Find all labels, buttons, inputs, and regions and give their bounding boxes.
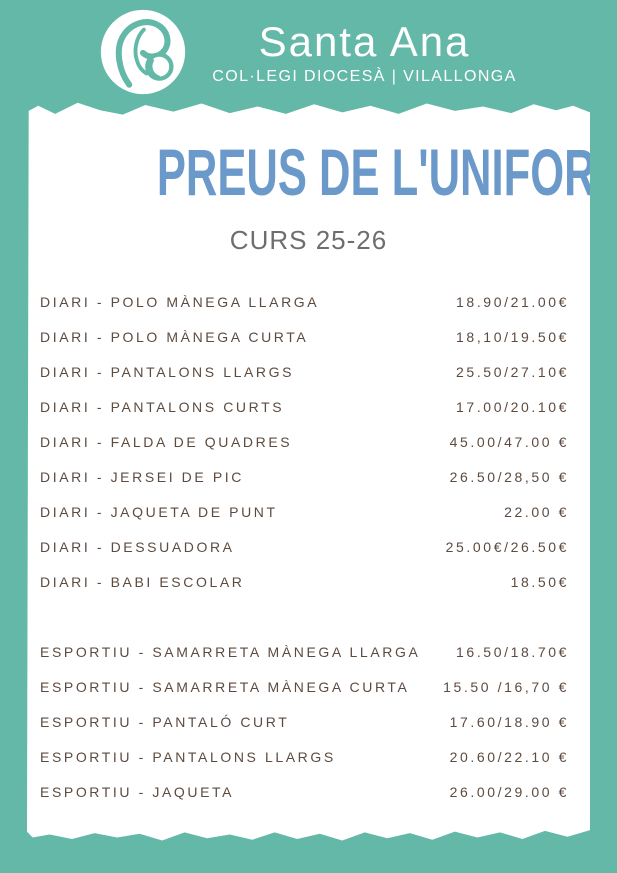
item-price: 20.60/22.10 € [449,748,569,765]
item-price: 18.50€ [510,573,569,590]
school-header: Santa Ana COL·LEGI DIOCESÀ | VILALLONGA [0,0,617,100]
item-label: ESPORTIU - JAQUETA [40,783,235,800]
page-title: PREUS DE L'UNIFORME [27,139,590,205]
price-row: ESPORTIU - PANTALÓ CURT 17.60/18.90 € [40,704,569,739]
item-price: 45.00/47.00 € [449,433,569,450]
item-label: DIARI - POLO MÀNEGA LLARGA [40,293,320,310]
item-price: 18,10/19.50€ [456,328,569,345]
item-label: DIARI - BABI ESCOLAR [40,573,245,590]
item-price: 18.90/21.00€ [456,293,569,310]
price-row: ESPORTIU - SAMARRETA MÀNEGA LLARGA 16.50… [40,634,569,669]
school-header-text: Santa Ana COL·LEGI DIOCESÀ | VILALLONGA [212,17,517,86]
item-price: 22.00 € [504,503,569,520]
item-price: 15.50 /16,70 € [443,678,569,695]
page-title-text: PREUS DE L'UNIFORME [156,135,617,209]
item-price: 16.50/18.70€ [456,643,569,660]
price-row: DIARI - POLO MÀNEGA LLARGA 18.90/21.00€ [40,284,569,319]
price-row: DIARI - JERSEI DE PIC 26.50/28,50 € [40,459,569,494]
item-price: 26.50/28,50 € [449,468,569,485]
price-row: DIARI - DESSUADORA 25.00€/26.50€ [40,529,569,564]
item-label: DIARI - PANTALONS CURTS [40,398,285,415]
price-row: DIARI - BABI ESCOLAR 18.50€ [40,564,569,599]
item-label: DIARI - PANTALONS LLARGS [40,363,295,380]
item-label: DIARI - JERSEI DE PIC [40,468,244,485]
school-subtitle: COL·LEGI DIOCESÀ | VILALLONGA [212,67,517,85]
item-label: DIARI - POLO MÀNEGA CURTA [40,328,309,345]
price-row: ESPORTIU - JAQUETA 26.00/29.00 € [40,774,569,809]
item-label: ESPORTIU - SAMARRETA MÀNEGA CURTA [40,678,410,695]
item-label: DIARI - FALDA DE QUADRES [40,433,293,450]
price-row: ESPORTIU - SAMARRETA MÀNEGA CURTA 15.50 … [40,669,569,704]
price-row: DIARI - PANTALONS CURTS 17.00/20.10€ [40,389,569,424]
item-label: ESPORTIU - PANTALÓ CURT [40,713,290,730]
item-price: 25.50/27.10€ [456,363,569,380]
item-label: DIARI - DESSUADORA [40,538,235,555]
price-list: DIARI - POLO MÀNEGA LLARGA 18.90/21.00€ … [27,284,590,809]
item-label: DIARI - JAQUETA DE PUNT [40,503,278,520]
item-label: ESPORTIU - PANTALONS LLARGS [40,748,336,765]
price-row: DIARI - PANTALONS LLARGS 25.50/27.10€ [40,354,569,389]
item-price: 17.60/18.90 € [449,713,569,730]
price-row: DIARI - FALDA DE QUADRES 45.00/47.00 € [40,424,569,459]
item-price: 26.00/29.00 € [449,783,569,800]
item-price: 25.00€/26.50€ [445,538,569,555]
price-section-esportiu: ESPORTIU - SAMARRETA MÀNEGA LLARGA 16.50… [40,634,569,809]
price-row: DIARI - POLO MÀNEGA CURTA 18,10/19.50€ [40,319,569,354]
price-row: DIARI - JAQUETA DE PUNT 22.00 € [40,494,569,529]
school-name: Santa Ana [258,17,471,65]
item-label: ESPORTIU - SAMARRETA MÀNEGA LLARGA [40,643,421,660]
price-section-diari: DIARI - POLO MÀNEGA LLARGA 18.90/21.00€ … [40,284,569,599]
item-price: 17.00/20.10€ [456,398,569,415]
price-sheet: PREUS DE L'UNIFORME CURS 25-26 DIARI - P… [27,102,590,841]
price-row: ESPORTIU - PANTALONS LLARGS 20.60/22.10 … [40,739,569,774]
course-year: CURS 25-26 [229,225,388,255]
mother-and-child-logo-icon [101,9,186,95]
